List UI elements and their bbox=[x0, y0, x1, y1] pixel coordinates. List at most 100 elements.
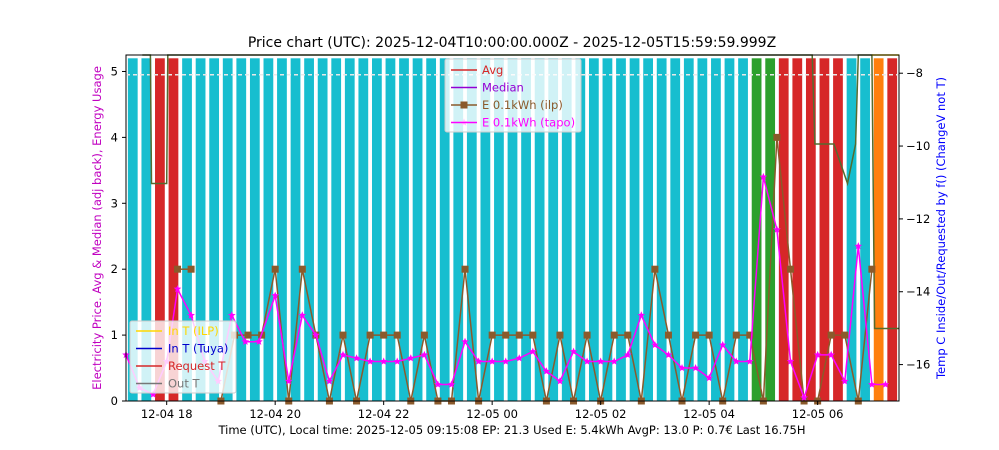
price-bar bbox=[494, 58, 504, 402]
legend-label: Request T bbox=[168, 359, 226, 373]
e-tapo-point bbox=[691, 364, 700, 372]
e-ilp-point bbox=[556, 331, 564, 339]
legend-bottom-box bbox=[129, 320, 237, 394]
y-axis-label: Electricity Price. Avg & Median (adj bac… bbox=[90, 66, 104, 390]
price-bar bbox=[263, 58, 274, 402]
e-tapo-point bbox=[515, 354, 524, 362]
price-bar bbox=[819, 58, 830, 402]
e-ilp-point bbox=[271, 265, 279, 273]
e-tapo-point bbox=[718, 341, 727, 349]
e-tapo-point bbox=[624, 350, 632, 359]
price-bar bbox=[765, 58, 776, 402]
price-bar bbox=[399, 58, 409, 402]
legend-top-box bbox=[444, 58, 582, 133]
price-bar bbox=[711, 58, 721, 402]
price-bar bbox=[222, 58, 233, 402]
price-bar bbox=[277, 58, 287, 402]
price-bar bbox=[751, 58, 762, 402]
price-bar bbox=[833, 58, 843, 402]
price-bar bbox=[439, 58, 450, 402]
e-ilp-point bbox=[610, 331, 618, 339]
e-tapo-point bbox=[434, 380, 442, 388]
price-bar bbox=[778, 58, 789, 402]
e-ilp-point bbox=[461, 265, 469, 273]
e-tapo-point bbox=[759, 172, 768, 181]
e-ilp-point bbox=[366, 331, 374, 339]
legend-marker bbox=[460, 101, 468, 109]
e-ilp-point bbox=[393, 331, 401, 339]
e-tapo-point bbox=[732, 357, 741, 365]
e-tapo-point bbox=[746, 357, 754, 365]
e-tapo-point bbox=[868, 380, 876, 388]
e-ilp-point bbox=[244, 331, 252, 339]
x-tick-label: 12-04 22 bbox=[358, 407, 410, 421]
e-ilp-point bbox=[705, 331, 713, 339]
price-bar bbox=[588, 58, 599, 402]
e-tapo-point bbox=[366, 357, 374, 365]
e-ilp-point bbox=[488, 331, 496, 339]
e-ilp-point bbox=[841, 331, 849, 339]
price-bar bbox=[629, 58, 640, 402]
e-tapo-point bbox=[501, 357, 510, 365]
x-tick-label: 12-05 04 bbox=[683, 407, 735, 421]
price-bar bbox=[548, 58, 559, 402]
e-tapo-point bbox=[773, 225, 781, 233]
legend-label: E 0.1kWh (ilp) bbox=[482, 98, 563, 112]
e-ilp-point bbox=[692, 331, 700, 339]
y2-axis-label: Temp C Inside/Out/Requested by f() (Chan… bbox=[934, 77, 948, 380]
e-tapo-point bbox=[407, 354, 415, 362]
e-ilp-point bbox=[732, 331, 740, 339]
e-ilp-point bbox=[583, 331, 591, 339]
plot-frame bbox=[125, 54, 900, 402]
price-bar bbox=[792, 58, 803, 402]
price-bar bbox=[860, 58, 870, 402]
e-ilp-point bbox=[298, 265, 306, 273]
price-bar bbox=[507, 58, 518, 402]
price-bar bbox=[561, 58, 572, 402]
y2-tick-label: −12 bbox=[906, 212, 930, 226]
e-tapo-point bbox=[241, 337, 250, 345]
e-tapo-point bbox=[352, 354, 361, 362]
price-bar bbox=[643, 58, 653, 402]
e-tapo-point bbox=[542, 367, 551, 375]
e-tapo-point bbox=[271, 291, 279, 299]
e-tapo-point bbox=[339, 350, 347, 359]
e-tapo-point bbox=[664, 350, 673, 359]
e-tapo-point bbox=[596, 357, 605, 365]
legend-bottom: In T (ILP) In T (Tuya) Request T Out T bbox=[129, 320, 237, 394]
price-bar bbox=[168, 58, 179, 402]
e-tapo-point bbox=[228, 311, 236, 319]
e-tapo-point bbox=[255, 337, 263, 345]
e-tapo-point bbox=[488, 357, 496, 365]
e-tapo-point bbox=[678, 364, 686, 372]
price-bar bbox=[670, 58, 681, 402]
e-tapo-point bbox=[379, 357, 388, 365]
price-bar bbox=[683, 58, 694, 402]
y2-tick-label: −16 bbox=[906, 358, 930, 372]
e-tapo-point bbox=[325, 377, 334, 385]
y-tick-label: 1 bbox=[111, 328, 118, 342]
e-tapo-point bbox=[610, 357, 618, 365]
e-ilp-point bbox=[827, 331, 835, 339]
price-bar bbox=[873, 58, 884, 402]
x-axis-label: Time (UTC), Local time: 2025-12-05 09:15… bbox=[217, 423, 805, 437]
e-ilp-point bbox=[868, 265, 876, 273]
price-bar bbox=[534, 58, 545, 402]
price-bar bbox=[738, 58, 748, 402]
e-tapo-point bbox=[298, 311, 307, 319]
price-bar bbox=[358, 58, 369, 402]
price-bar bbox=[127, 58, 138, 402]
e-ilp-point bbox=[529, 331, 537, 339]
y2-tick-label: −8 bbox=[906, 66, 923, 80]
x-tick-label: 12-04 20 bbox=[249, 407, 301, 421]
e-tapo-point bbox=[854, 242, 863, 250]
y-tick-label: 3 bbox=[111, 196, 118, 210]
e-tapo-point bbox=[705, 373, 713, 382]
legend-label: In T (Tuya) bbox=[168, 342, 228, 356]
e-tapo-point bbox=[813, 350, 822, 359]
e-ilp-point bbox=[380, 331, 388, 339]
x-tick-label: 12-05 06 bbox=[792, 407, 844, 421]
e-tapo-point bbox=[583, 357, 591, 365]
e-tapo-point bbox=[461, 337, 469, 345]
